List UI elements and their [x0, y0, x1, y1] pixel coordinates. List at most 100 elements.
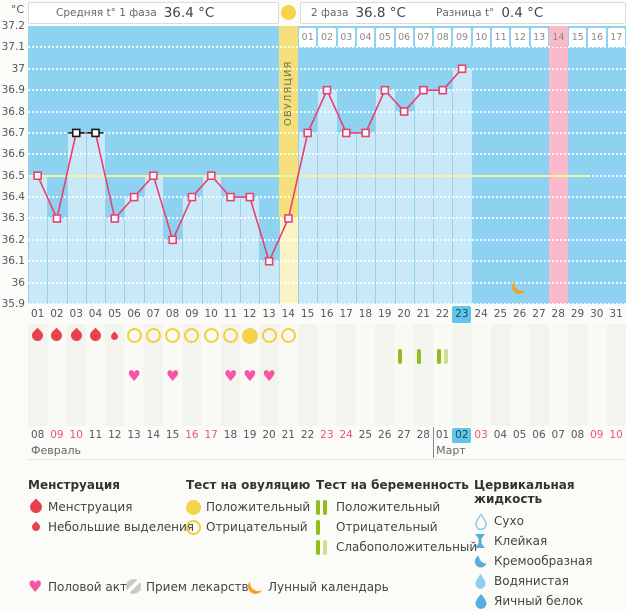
chart-day-fill — [394, 111, 414, 304]
date-cell[interactable]: 21 — [281, 429, 295, 441]
date-cell[interactable]: 26 — [378, 429, 392, 441]
date-cell[interactable]: 23 — [320, 429, 334, 441]
y-tick-label: 36 — [11, 276, 25, 289]
legend-item-label: Прием лекарств — [146, 579, 249, 594]
phase2-day-box: 07 — [414, 28, 433, 47]
date-cell[interactable]: 13 — [127, 429, 141, 441]
y-tick-label: 37.2 — [1, 20, 25, 32]
bar-one-icon — [316, 519, 336, 535]
gridline — [28, 153, 626, 156]
phase2-day-box: 09 — [453, 28, 471, 47]
y-tick-label: 36.5 — [1, 169, 25, 182]
cycle-day-label[interactable]: 31 — [609, 308, 623, 320]
ovulation-test-negative-icon — [261, 328, 277, 343]
cycle-day-label[interactable]: 05 — [108, 308, 122, 320]
cycle-day-label[interactable]: 10 — [204, 308, 218, 320]
date-cell[interactable]: 18 — [223, 429, 238, 441]
cycle-day-label[interactable]: 06 — [127, 308, 141, 320]
date-cell[interactable]: 01 — [435, 429, 450, 441]
date-cell[interactable]: 05 — [512, 429, 527, 441]
cycle-day-label[interactable]: 22 — [435, 308, 450, 320]
date-cell[interactable]: 09 — [50, 429, 64, 441]
cycle-day-axis: 01 02 03 04 05 06 07 08 09 10 11 12 13 14 15 16 17 18 19 20… — [28, 306, 626, 323]
month-label: Март — [436, 444, 466, 457]
cycle-day-label[interactable]: 30 — [590, 308, 604, 320]
phase2-day-box: 04 — [356, 28, 375, 47]
date-cell[interactable]: 14 — [146, 429, 161, 441]
legend-item: ♥ Половой акт — [28, 578, 127, 595]
date-cell[interactable]: 27 — [397, 429, 411, 441]
cycle-day-label[interactable]: 19 — [378, 308, 392, 320]
cycle-day-label[interactable]: 28 — [551, 308, 565, 320]
phase2-summary-box: 2 фаза 36.8 °C Разница t° 0.4 °C — [300, 2, 626, 24]
intercourse-icon: ♥ — [243, 367, 257, 385]
legend-item: Менструация — [27, 497, 194, 517]
cycle-day-label[interactable]: 01 — [30, 308, 45, 320]
cycle-day-label[interactable]: 04 — [88, 308, 103, 320]
cycle-day-label[interactable]: 20 — [397, 308, 411, 320]
cycle-day-label[interactable]: 18 — [358, 308, 373, 320]
chart-day-column[interactable] — [548, 26, 569, 304]
cycle-day-label[interactable]: 13 — [262, 308, 276, 320]
ovulation-test-negative-icon — [223, 328, 239, 343]
cycle-day-label[interactable]: 26 — [512, 308, 527, 320]
cycle-day-label[interactable]: 03 — [69, 308, 83, 320]
legend-item: Прием лекарств — [126, 578, 249, 595]
legend-item-label: Лунный календарь — [268, 579, 389, 594]
cycle-day-label[interactable]: 02 — [50, 308, 64, 320]
circle-filled-icon — [186, 499, 206, 515]
date-cell[interactable]: 10 — [609, 429, 623, 441]
cycle-day-label[interactable]: 24 — [474, 308, 488, 320]
date-cell[interactable]: 20 — [262, 429, 276, 441]
date-cell[interactable]: 19 — [243, 429, 257, 441]
date-cell[interactable]: 16 — [185, 429, 199, 441]
cycle-day-label[interactable]: 11 — [223, 308, 238, 320]
date-cell[interactable]: 28 — [416, 429, 430, 441]
pregnancy-test-weak-icon — [436, 348, 441, 364]
date-cell[interactable]: 08 — [570, 429, 585, 441]
y-tick-label: 36.6 — [1, 148, 25, 161]
date-cell[interactable]: 08 — [30, 429, 45, 441]
cycle-day-label[interactable]: 25 — [493, 308, 508, 320]
ovulation-day-icon — [281, 5, 296, 20]
phase2-day-box: 03 — [337, 28, 355, 47]
date-cell[interactable]: 15 — [165, 429, 180, 441]
date-cell[interactable]: 06 — [532, 429, 546, 441]
date-cell[interactable]: 11 — [88, 429, 103, 441]
date-cell[interactable]: 22 — [300, 429, 315, 441]
legend-item: Отрицательный — [316, 517, 477, 537]
cycle-day-label[interactable]: 14 — [281, 308, 295, 320]
menstruation-icon — [68, 327, 84, 344]
cycle-day-label[interactable]: 21 — [416, 308, 430, 320]
phase1-average-value: 36.4 °C — [163, 5, 215, 21]
cycle-day-label[interactable]: 23 — [452, 306, 472, 323]
date-cell[interactable]: 07 — [551, 429, 565, 441]
cycle-day-label[interactable]: 07 — [146, 308, 161, 320]
cycle-day-label[interactable]: 17 — [339, 308, 353, 320]
cycle-day-label[interactable]: 08 — [165, 308, 180, 320]
date-cell[interactable]: 17 — [204, 429, 218, 441]
chart-day-fill — [240, 197, 260, 304]
chart-day-fill — [452, 68, 472, 304]
cycle-day-label[interactable]: 15 — [300, 308, 315, 320]
date-cell[interactable]: 04 — [493, 429, 508, 441]
date-cell[interactable]: 03 — [474, 429, 488, 441]
date-cell[interactable]: 12 — [108, 429, 122, 441]
drop-large-icon — [27, 498, 48, 516]
cycle-day-label[interactable]: 16 — [320, 308, 334, 320]
date-cell[interactable]: 10 — [69, 429, 83, 441]
cycle-day-label[interactable]: 09 — [185, 308, 199, 320]
phase2-day-box: 12 — [511, 28, 529, 47]
cycle-day-label[interactable]: 12 — [243, 308, 257, 320]
legend-group: Тест на овуляцию Положительный Отрицательн… — [186, 478, 310, 537]
date-cell[interactable]: 09 — [590, 429, 604, 441]
cycle-day-label[interactable]: 29 — [570, 308, 585, 320]
month-row-underline — [28, 459, 626, 460]
legend-item: Лунный календарь — [248, 578, 389, 595]
date-cell[interactable]: 25 — [358, 429, 373, 441]
legend-group-title: Тест на беременность — [316, 478, 469, 492]
date-cell[interactable]: 02 — [452, 428, 472, 443]
legend-item: Небольшие выделения — [28, 517, 194, 537]
cycle-day-label[interactable]: 27 — [532, 308, 546, 320]
date-cell[interactable]: 24 — [339, 429, 353, 441]
